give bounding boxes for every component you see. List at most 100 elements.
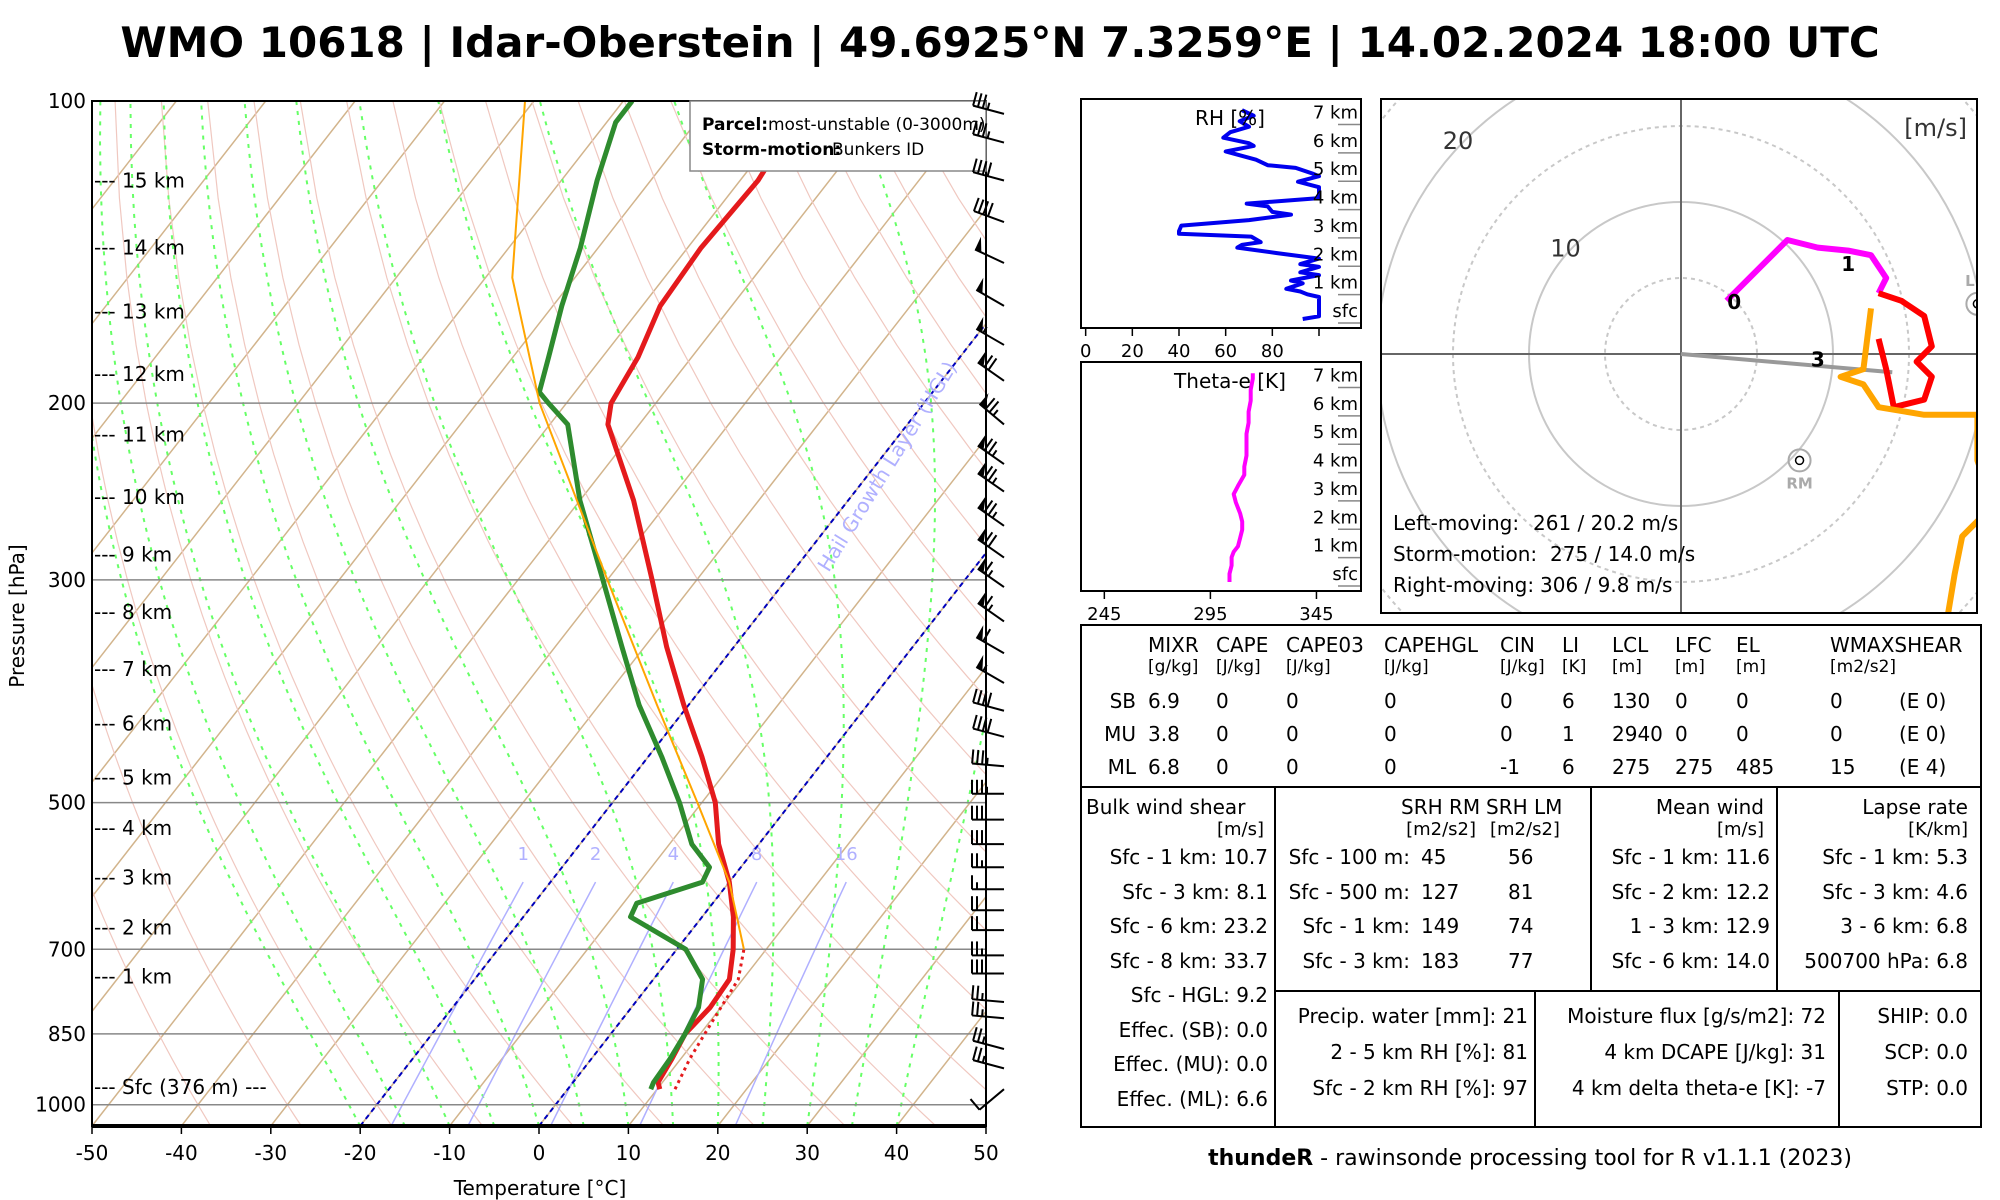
barb-full bbox=[976, 1001, 980, 1016]
wind-barb bbox=[971, 941, 1004, 957]
lapse_rate-row: Sfc - 1 km: 5.3 bbox=[1822, 845, 1968, 869]
param-row-label: SB bbox=[1109, 689, 1136, 713]
barb-staff bbox=[974, 248, 1005, 264]
barb-half bbox=[986, 131, 991, 139]
isotherm bbox=[896, 1010, 986, 1126]
wind-barb bbox=[974, 236, 1005, 264]
flux-box: Moisture flux [g/s/m2]: 72 4 km DCAPE [J/… bbox=[1534, 990, 1840, 1128]
bulk-shear-box: Bulk wind shear [m/s] Sfc - 1 km: 10.7 Sf… bbox=[1080, 786, 1276, 1128]
mean_wind-row: Sfc - 1 km: 11.6 bbox=[1611, 845, 1770, 869]
isotherm bbox=[985, 1124, 986, 1126]
height-label: --- 11 km bbox=[94, 423, 185, 447]
lapse_rate-row: 3 - 6 km: 6.8 bbox=[1840, 914, 1968, 938]
rh-profile-chart: sfc 1 km 2 km 3 km 4 km 5 km 6 km 7 km 0 20 40 60 80… bbox=[1080, 98, 1362, 362]
height-tick-label: 5 km bbox=[1313, 159, 1358, 180]
dry-adiabat bbox=[299, 101, 846, 1126]
height-tick-label: 7 km bbox=[1313, 103, 1358, 124]
mixing-ratio-label: 16 bbox=[835, 844, 858, 865]
legend-parcel-key: Parcel: bbox=[702, 115, 768, 135]
hodo-height-label: 3 bbox=[1811, 348, 1825, 372]
param-unit: [K] bbox=[1562, 657, 1587, 677]
param-cell: 6 bbox=[1562, 755, 1575, 779]
dry-adiabat bbox=[1041, 101, 1060, 1126]
wind-barb bbox=[977, 350, 1005, 382]
readout-label: Right-moving: bbox=[1393, 573, 1534, 597]
y-axis-label: Pressure [hPa] bbox=[5, 544, 29, 687]
barb-full bbox=[987, 202, 994, 217]
height-label: --- 9 km bbox=[94, 542, 172, 566]
param-header: WMAXSHEAR bbox=[1830, 633, 1963, 657]
height-tick-label: 1 km bbox=[1313, 273, 1358, 294]
barb-full bbox=[977, 199, 985, 214]
wind-barb bbox=[972, 1026, 1005, 1050]
barb-staff bbox=[975, 289, 1005, 307]
srh-lm-value: 74 bbox=[1508, 914, 1534, 938]
dry-adiabat bbox=[92, 412, 393, 1126]
moist-adiabat bbox=[673, 101, 845, 1126]
mixing-ratio-label: 4 bbox=[668, 844, 679, 865]
barb-half bbox=[981, 992, 984, 1001]
x-tick-label: 245 bbox=[1087, 604, 1121, 621]
height-tick-label: 6 km bbox=[1313, 394, 1358, 415]
barb-full bbox=[988, 400, 1000, 413]
wind-barb bbox=[975, 654, 1005, 684]
barb-full bbox=[983, 465, 994, 479]
param-cell: 15 bbox=[1830, 755, 1856, 779]
barb-full bbox=[987, 357, 998, 371]
isotherm bbox=[627, 666, 986, 1126]
param-cell: 0 bbox=[1216, 689, 1229, 713]
x-tick-label: -40 bbox=[165, 1141, 198, 1165]
barb-full bbox=[986, 162, 993, 177]
parcel-line bbox=[511, 101, 745, 950]
height-label: --- 8 km bbox=[94, 600, 172, 624]
param-cell: 0 bbox=[1736, 722, 1749, 746]
moist-adiabat bbox=[358, 101, 675, 1126]
lapse-rate-box: Lapse rate [K/km] Sfc - 1 km: 5.3 Sfc - 3… bbox=[1776, 786, 1982, 992]
srh-lm-title: SRH LM bbox=[1486, 795, 1563, 819]
bulk-shear-title: Bulk wind shear bbox=[1086, 795, 1246, 819]
barb-half bbox=[991, 449, 998, 457]
bulk_shear-row: Sfc - 1 km: 10.7 bbox=[1109, 845, 1268, 869]
mixing-ratio-label: 1 bbox=[517, 844, 528, 865]
wind-barb bbox=[972, 120, 1005, 144]
theta-e-title: Theta-e [K] bbox=[1173, 369, 1286, 393]
barb-pennant bbox=[977, 496, 986, 512]
x-tick-label: 0 bbox=[1080, 341, 1091, 362]
dry-adiabat bbox=[392, 101, 986, 1091]
barb-full bbox=[976, 689, 983, 704]
dry-adiabat bbox=[253, 101, 756, 1126]
footer-text: - rawinsonde processing tool for R v1.1.… bbox=[1313, 1146, 1852, 1171]
bulk_shear-row: Effec. (ML): 6.6 bbox=[1116, 1086, 1268, 1111]
skew-t-chart: 1 2 4 8 16 -50 -40 -30 -20 -10 0 10 20 30 40 50 100 200 3… bbox=[5, 89, 1060, 1200]
height-tick-label: sfc bbox=[1332, 301, 1358, 322]
bulk_shear-row: Sfc - 3 km: 8.1 bbox=[1122, 879, 1268, 904]
barb-staff bbox=[972, 1039, 1005, 1050]
barb-pennant bbox=[977, 557, 986, 573]
x-tick-label: -50 bbox=[76, 1141, 109, 1165]
wind-barb bbox=[977, 557, 1005, 588]
wind-barb bbox=[971, 805, 1004, 821]
param-cell: -1 bbox=[1500, 755, 1520, 779]
wind-barb bbox=[975, 277, 1005, 307]
param-cell: 0 bbox=[1500, 722, 1513, 746]
wind-barb bbox=[975, 316, 1005, 346]
flux-row: 4 km delta theta-e [K]: -7 bbox=[1571, 1076, 1826, 1100]
height-label: --- Sfc (376 m) --- bbox=[94, 1075, 267, 1099]
barb-staff bbox=[977, 538, 1005, 559]
lapse_rate-row: 500700 hPa: 6.8 bbox=[1804, 948, 1968, 973]
params-table: MIXR [g/kg] CAPE [J/kg] CAPE03 [J/kg] CAPEHGL[… bbox=[1080, 624, 1982, 790]
wind-barb bbox=[977, 591, 1005, 623]
barb-pennant bbox=[976, 316, 984, 333]
height-tick-label: 2 km bbox=[1313, 507, 1358, 528]
moisture-row: Sfc - 2 km RH [%]: 97 bbox=[1312, 1076, 1528, 1100]
moisture-row: Precip. water [mm]: 21 bbox=[1297, 1004, 1528, 1028]
y-tick-label: 300 bbox=[48, 568, 86, 592]
param-cell: 130 bbox=[1612, 689, 1651, 713]
wind-barb bbox=[971, 896, 1004, 912]
rm-marker bbox=[1787, 448, 1812, 473]
barb-staff bbox=[977, 602, 1005, 623]
barb-full bbox=[976, 1047, 983, 1062]
bulk_shear-row: Sfc - HGL: 9.2 bbox=[1130, 983, 1268, 1007]
param-cell: 2940 bbox=[1612, 722, 1663, 746]
barb-full bbox=[981, 691, 988, 706]
